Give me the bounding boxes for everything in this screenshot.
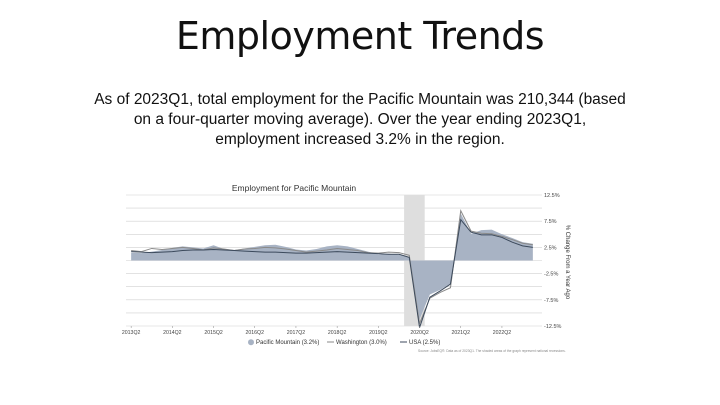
x-tick-label: 2015Q2 xyxy=(204,330,223,336)
x-tick-label: 2021Q2 xyxy=(452,330,471,336)
x-tick-label: 2020Q2 xyxy=(410,330,429,336)
x-tick-label: 2014Q2 xyxy=(163,330,182,336)
employment-chart: Employment for Pacific Mountain 12.5% 7.5… xyxy=(118,180,596,356)
y-tick-label: 7.5% xyxy=(544,219,557,225)
washington-line xyxy=(131,209,533,326)
slide-title: Employment Trends xyxy=(175,14,545,58)
y-axis-label: % Change From a Year Ago xyxy=(564,225,570,300)
y-tick-label: 2.5% xyxy=(544,245,557,251)
source-note: Source: JobsEQ®. Data as of 2023Q1. The … xyxy=(418,349,566,353)
y-tick-labels: 12.5% 7.5% 2.5% -2.5% -7.5% -12.5% xyxy=(544,193,562,330)
line-series xyxy=(131,209,533,328)
x-tick-label: 2022Q2 xyxy=(493,330,512,336)
x-tick-label: 2017Q2 xyxy=(287,330,306,336)
legend-label-washington: Washington (3.0%) xyxy=(336,340,387,346)
x-tick-label: 2013Q2 xyxy=(122,330,141,336)
employment-chart-svg: Employment for Pacific Mountain 12.5% 7.5… xyxy=(122,183,570,353)
x-tick-label: 2019Q2 xyxy=(369,330,388,336)
usa-line xyxy=(131,218,533,328)
y-tick-label: -12.5% xyxy=(544,324,562,330)
area-series xyxy=(131,213,533,320)
x-tick-labels: 2013Q2 2014Q2 2015Q2 2016Q2 2017Q2 2018Q2 2019… xyxy=(122,326,511,336)
legend-label-usa: USA (2.5%) xyxy=(409,340,440,346)
x-tick-label: 2018Q2 xyxy=(328,330,347,336)
legend-swatch-pacific-mountain xyxy=(248,339,254,346)
legend: Pacific Mountain (3.2%) Washington (3.0%)… xyxy=(248,339,440,346)
x-tick-label: 2016Q2 xyxy=(246,330,265,336)
y-tick-label: -7.5% xyxy=(544,298,558,304)
legend-label-pacific-mountain: Pacific Mountain (3.2%) xyxy=(256,340,319,346)
y-tick-label: -2.5% xyxy=(544,272,558,278)
y-tick-label: 12.5% xyxy=(544,193,560,199)
chart-title: Employment for Pacific Mountain xyxy=(232,183,357,193)
slide-body-text: As of 2023Q1, total employment for the P… xyxy=(94,91,626,148)
pacific-mountain-area xyxy=(131,213,533,320)
